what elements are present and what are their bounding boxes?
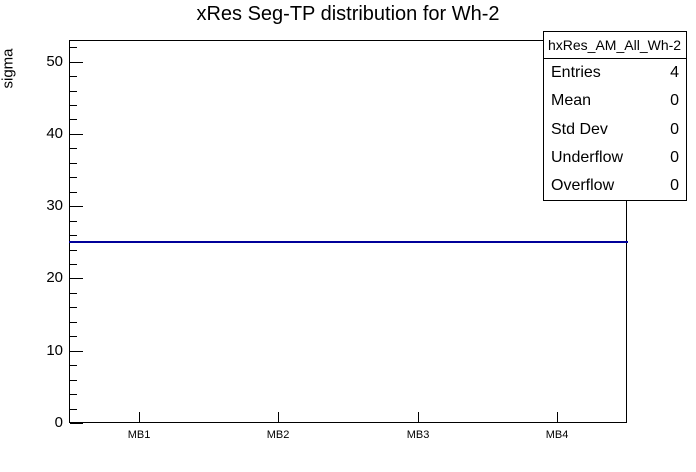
stats-row: Overflow 0 bbox=[544, 172, 686, 200]
y-tick-label: 30 bbox=[46, 197, 63, 214]
stats-rows: Entries 4 Mean 0 Std Dev 0 Underflow 0 O… bbox=[544, 59, 686, 200]
y-major-tick bbox=[70, 278, 83, 279]
y-minor-tick bbox=[70, 47, 77, 48]
stats-value: 0 bbox=[670, 120, 679, 138]
stats-row: Std Dev 0 bbox=[544, 115, 686, 143]
stats-row: Underflow 0 bbox=[544, 144, 686, 172]
y-tick-label: 20 bbox=[46, 269, 63, 286]
stats-box: hxRes_AM_All_Wh-2 Entries 4 Mean 0 Std D… bbox=[543, 31, 687, 201]
stats-value: 0 bbox=[670, 176, 679, 194]
histogram-line bbox=[348, 241, 488, 243]
y-major-tick bbox=[70, 423, 83, 424]
y-minor-tick bbox=[70, 322, 77, 323]
y-minor-tick bbox=[70, 380, 77, 381]
y-minor-tick bbox=[70, 409, 77, 410]
stats-value: 4 bbox=[670, 64, 679, 82]
y-minor-tick bbox=[70, 264, 77, 265]
y-major-tick bbox=[70, 351, 83, 352]
x-tick-label: MB3 bbox=[406, 429, 430, 441]
stats-row: Mean 0 bbox=[544, 87, 686, 115]
y-minor-tick bbox=[70, 293, 77, 294]
y-major-tick bbox=[70, 134, 83, 135]
stats-row: Entries 4 bbox=[544, 59, 686, 87]
stats-value: 0 bbox=[670, 148, 679, 166]
chart-title: xRes Seg-TP distribution for Wh-2 bbox=[196, 3, 500, 25]
y-minor-tick bbox=[70, 235, 77, 236]
y-minor-tick bbox=[70, 91, 77, 92]
x-major-tick bbox=[418, 412, 419, 422]
y-tick-label: 10 bbox=[46, 342, 63, 359]
y-minor-tick bbox=[70, 119, 77, 120]
y-minor-tick bbox=[70, 394, 77, 395]
y-minor-tick bbox=[70, 163, 77, 164]
stats-label: Entries bbox=[551, 64, 601, 82]
y-minor-tick bbox=[70, 105, 77, 106]
y-major-tick bbox=[70, 62, 83, 63]
x-tick-label: MB4 bbox=[545, 429, 569, 441]
x-major-tick bbox=[278, 412, 279, 422]
y-tick-label: 40 bbox=[46, 125, 63, 142]
y-minor-tick bbox=[70, 307, 77, 308]
y-minor-tick bbox=[70, 336, 77, 337]
y-minor-tick bbox=[70, 177, 77, 178]
x-tick-label: MB2 bbox=[266, 429, 290, 441]
stats-label: Overflow bbox=[551, 176, 615, 194]
stats-value: 0 bbox=[670, 92, 679, 110]
y-axis-title: sigma bbox=[0, 48, 17, 89]
y-minor-tick bbox=[70, 192, 77, 193]
histogram-line bbox=[488, 241, 628, 243]
stats-label: Underflow bbox=[551, 148, 624, 166]
histogram-line bbox=[69, 241, 209, 243]
y-tick-label: 50 bbox=[46, 53, 63, 70]
stats-label: Std Dev bbox=[551, 120, 608, 138]
x-major-tick bbox=[557, 412, 558, 422]
histogram-line bbox=[209, 241, 349, 243]
stats-box-title: hxRes_AM_All_Wh-2 bbox=[544, 32, 686, 59]
y-minor-tick bbox=[70, 365, 77, 366]
plot-frame bbox=[69, 40, 627, 423]
x-tick-label: MB1 bbox=[127, 429, 151, 441]
y-minor-tick bbox=[70, 221, 77, 222]
y-major-tick bbox=[70, 206, 83, 207]
y-minor-tick bbox=[70, 250, 77, 251]
x-major-tick bbox=[139, 412, 140, 422]
stats-label: Mean bbox=[551, 92, 592, 110]
y-minor-tick bbox=[70, 148, 77, 149]
y-minor-tick bbox=[70, 76, 77, 77]
y-tick-label: 0 bbox=[54, 414, 63, 431]
